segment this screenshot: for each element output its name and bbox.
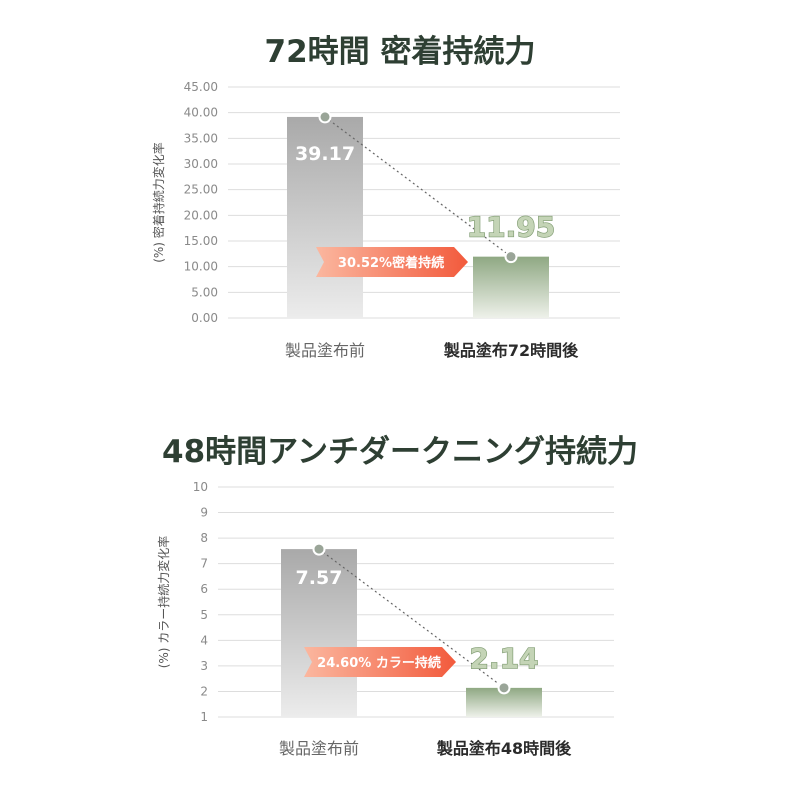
chart2-y-tick-label: 4: [200, 633, 208, 647]
chart1-value-label-before: 39.17: [295, 143, 355, 165]
chart1-y-tick-label: 45.00: [184, 80, 218, 94]
chart1-y-tick-label: 35.00: [184, 131, 218, 145]
chart1-y-tick-label: 5.00: [191, 285, 218, 299]
chart2-arrow-callout: [304, 647, 456, 677]
chart2-trend-line: [318, 548, 505, 689]
chart1-data-point: [318, 110, 332, 124]
chart2-category-label: 製品塗布48時間後: [436, 739, 572, 758]
chart1-bar-after: [473, 256, 549, 318]
chart1-bar-before: [287, 116, 363, 318]
chart2-title: 48時間アンチダークニング持続力: [162, 434, 638, 470]
chart2-value-label-before: 7.57: [296, 567, 343, 589]
chart2-y-tick-label: 2: [200, 684, 208, 698]
chart1-arrow-callout-text: 30.52%密着持続: [338, 255, 444, 271]
chart1-trend-line: [324, 116, 512, 258]
chart1-title: 72時間 密着持続力: [265, 34, 536, 70]
chart2-y-tick-label: 3: [200, 659, 208, 673]
chart1-category-label: 製品塗布前: [285, 341, 365, 360]
chart1-value-label-after: 11.95: [467, 211, 556, 244]
chart1-y-tick-label: 40.00: [184, 106, 218, 120]
chart2-y-tick-label: 6: [200, 582, 208, 596]
chart2-y-tick-label: 8: [200, 531, 208, 545]
chart2-data-point: [497, 681, 511, 695]
chart2-y-tick-label: 1: [200, 710, 208, 724]
chart2-data-point: [312, 542, 326, 556]
chart1-category-label: 製品塗布72時間後: [443, 341, 579, 360]
chart2-arrow-callout-text: 24.60% カラー持続: [317, 655, 441, 671]
chart2-category-label: 製品塗布前: [279, 739, 359, 758]
chart1-y-tick-label: 30.00: [184, 157, 218, 171]
chart1-y-tick-label: 20.00: [184, 208, 218, 222]
chart1-y-tick-label: 25.00: [184, 183, 218, 197]
chart2-y-tick-label: 5: [200, 608, 208, 622]
chart1-y-tick-label: 15.00: [184, 234, 218, 248]
chart2-bar-before: [281, 549, 357, 717]
chart2-y-tick-label: 7: [200, 557, 208, 571]
chart2-y-tick-label: 9: [200, 506, 208, 520]
chart1-data-point: [504, 250, 518, 264]
chart1-y-axis-label: (%) 密着持続力変化率: [151, 142, 166, 263]
chart1-arrow-callout: [316, 247, 468, 277]
chart2-y-tick-label: 10: [193, 480, 208, 494]
chart1-y-tick-label: 10.00: [184, 260, 218, 274]
chart1-y-tick-label: 0.00: [191, 311, 218, 325]
chart2-value-label-after: 2.14: [469, 642, 538, 675]
chart2-y-axis-label: (%) カラー持続力変化率: [156, 536, 171, 669]
